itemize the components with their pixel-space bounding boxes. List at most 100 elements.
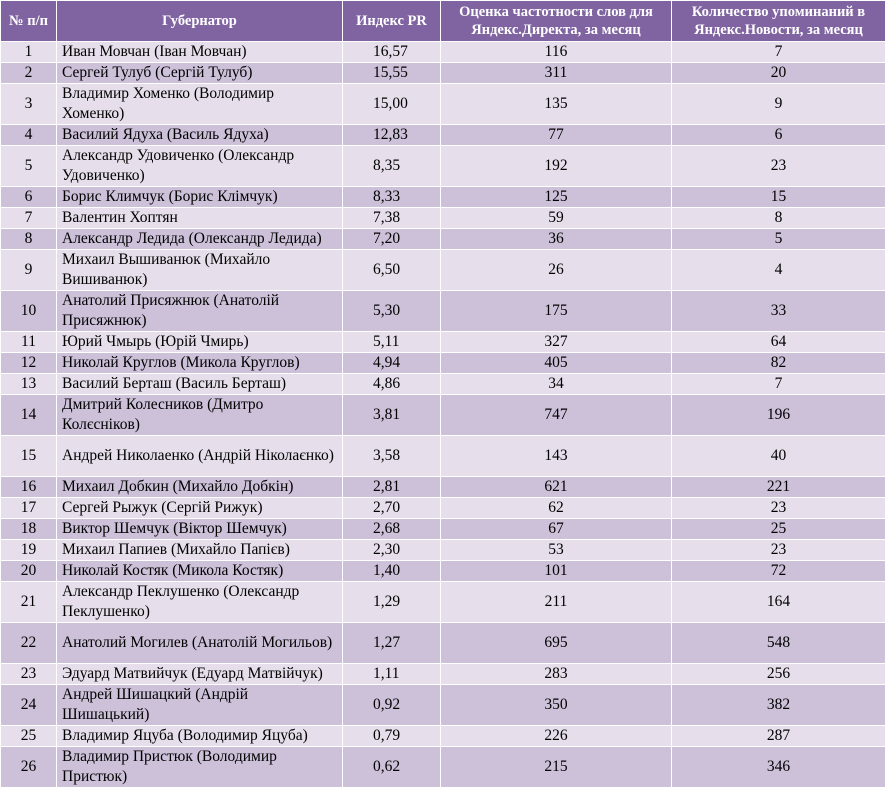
cell-num: 8 [1, 229, 57, 250]
cell-news-mentions: 72 [672, 561, 885, 582]
cell-num: 18 [1, 519, 57, 540]
cell-governor: Владимир Хоменко (Володимир Хоменко) [57, 84, 343, 125]
header-row: № п/п Губернатор Индекс PR Оценка частот… [1, 1, 885, 42]
cell-news-mentions: 548 [672, 623, 885, 664]
cell-frequency: 211 [441, 582, 672, 623]
cell-num: 21 [1, 582, 57, 623]
cell-num: 5 [1, 146, 57, 187]
cell-num: 9 [1, 250, 57, 291]
cell-pr-index: 2,30 [343, 540, 441, 561]
cell-num: 1 [1, 42, 57, 63]
cell-frequency: 311 [441, 63, 672, 84]
cell-governor: Владимир Яцуба (Володимир Яцуба) [57, 726, 343, 747]
cell-news-mentions: 7 [672, 42, 885, 63]
cell-frequency: 36 [441, 229, 672, 250]
cell-news-mentions: 382 [672, 685, 885, 726]
cell-news-mentions: 33 [672, 291, 885, 332]
cell-news-mentions: 8 [672, 208, 885, 229]
cell-governor: Михаил Папиев (Михайло Папієв) [57, 540, 343, 561]
cell-pr-index: 15,55 [343, 63, 441, 84]
cell-frequency: 327 [441, 332, 672, 353]
cell-news-mentions: 196 [672, 395, 885, 436]
cell-news-mentions: 6 [672, 125, 885, 146]
cell-num: 25 [1, 726, 57, 747]
cell-governor: Анатолий Могилев (Анатолій Могильов) [57, 623, 343, 664]
cell-num: 13 [1, 374, 57, 395]
cell-governor: Михаил Добкин (Михайло Добкін) [57, 477, 343, 498]
cell-news-mentions: 82 [672, 353, 885, 374]
cell-governor: Василий Ядуха (Василь Ядуха) [57, 125, 343, 146]
cell-frequency: 26 [441, 250, 672, 291]
cell-frequency: 405 [441, 353, 672, 374]
cell-news-mentions: 346 [672, 747, 885, 788]
cell-num: 2 [1, 63, 57, 84]
cell-frequency: 350 [441, 685, 672, 726]
cell-pr-index: 2,70 [343, 498, 441, 519]
cell-frequency: 53 [441, 540, 672, 561]
cell-governor: Александр Пеклушенко (Олександр Пеклушен… [57, 582, 343, 623]
cell-num: 14 [1, 395, 57, 436]
cell-frequency: 67 [441, 519, 672, 540]
cell-governor: Юрий Чмырь (Юрій Чмирь) [57, 332, 343, 353]
cell-governor: Иван Мовчан (Іван Мовчан) [57, 42, 343, 63]
cell-pr-index: 0,79 [343, 726, 441, 747]
cell-governor: Александр Ледида (Олександр Ледида) [57, 229, 343, 250]
cell-frequency: 125 [441, 187, 672, 208]
cell-frequency: 621 [441, 477, 672, 498]
cell-news-mentions: 9 [672, 84, 885, 125]
cell-news-mentions: 5 [672, 229, 885, 250]
cell-num: 23 [1, 664, 57, 685]
cell-num: 15 [1, 436, 57, 477]
cell-pr-index: 6,50 [343, 250, 441, 291]
cell-num: 26 [1, 747, 57, 788]
cell-pr-index: 1,11 [343, 664, 441, 685]
cell-news-mentions: 20 [672, 63, 885, 84]
cell-frequency: 135 [441, 84, 672, 125]
cell-pr-index: 15,00 [343, 84, 441, 125]
cell-num: 17 [1, 498, 57, 519]
cell-num: 3 [1, 84, 57, 125]
cell-num: 12 [1, 353, 57, 374]
cell-num: 10 [1, 291, 57, 332]
cell-pr-index: 5,30 [343, 291, 441, 332]
cell-frequency: 283 [441, 664, 672, 685]
cell-pr-index: 0,62 [343, 747, 441, 788]
cell-frequency: 695 [441, 623, 672, 664]
cell-governor: Николай Круглов (Микола Круглов) [57, 353, 343, 374]
cell-pr-index: 7,20 [343, 229, 441, 250]
cell-pr-index: 1,40 [343, 561, 441, 582]
cell-frequency: 175 [441, 291, 672, 332]
cell-governor: Андрей Николаенко (Андрій Ніколаєнко) [57, 436, 343, 477]
cell-frequency: 192 [441, 146, 672, 187]
cell-news-mentions: 221 [672, 477, 885, 498]
cell-news-mentions: 64 [672, 332, 885, 353]
cell-governor: Андрей Шишацкий (Андрій Шишацький) [57, 685, 343, 726]
cell-pr-index: 5,11 [343, 332, 441, 353]
cell-news-mentions: 15 [672, 187, 885, 208]
cell-news-mentions: 23 [672, 498, 885, 519]
cell-governor: Сергей Рыжук (Сергій Рижук) [57, 498, 343, 519]
cell-governor: Валентин Хоптян [57, 208, 343, 229]
cell-pr-index: 4,86 [343, 374, 441, 395]
cell-pr-index: 0,92 [343, 685, 441, 726]
cell-frequency: 143 [441, 436, 672, 477]
cell-pr-index: 1,29 [343, 582, 441, 623]
header-yandex-news-mentions: Количество упоминаний в Яндекс.Новости, … [672, 1, 885, 42]
